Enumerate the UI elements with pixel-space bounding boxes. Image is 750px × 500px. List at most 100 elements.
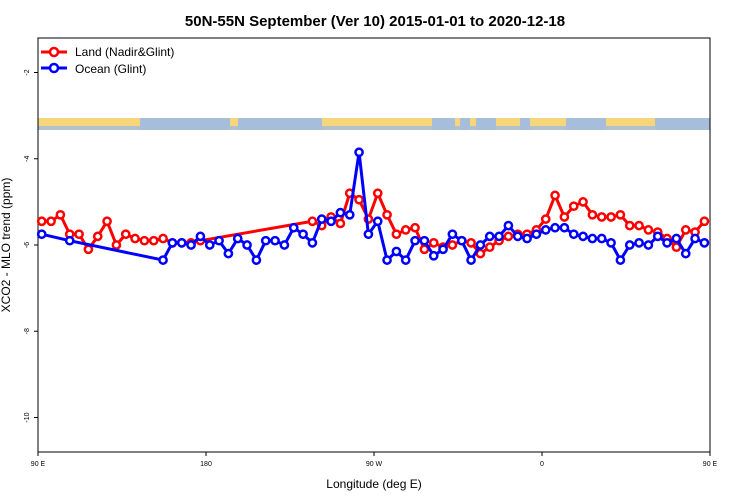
series-land-point bbox=[634, 220, 644, 231]
series-land-point bbox=[139, 235, 150, 246]
series-ocean-point bbox=[531, 229, 542, 240]
map-strip-ocean-5 bbox=[520, 118, 530, 130]
series-ocean-point bbox=[550, 222, 560, 233]
series-ocean-point bbox=[606, 237, 616, 248]
series-land bbox=[36, 188, 710, 259]
series-ocean-point bbox=[316, 214, 327, 224]
series-ocean-point bbox=[587, 233, 598, 244]
series-ocean-point bbox=[438, 244, 448, 255]
series-land-point bbox=[643, 225, 654, 235]
series-land-point bbox=[606, 212, 616, 222]
series-land-point bbox=[158, 233, 168, 244]
series-land-point bbox=[120, 229, 131, 240]
series-land-point bbox=[568, 201, 579, 212]
y-tick-label: -10 bbox=[24, 412, 31, 422]
y-tick-label: -2 bbox=[24, 69, 31, 75]
series-ocean-point bbox=[699, 237, 710, 248]
series-ocean-point bbox=[363, 229, 374, 240]
chart-title: 50N-55N September (Ver 10) 2015-01-01 to… bbox=[185, 13, 565, 30]
series-land-point bbox=[624, 220, 635, 231]
series-land-point bbox=[36, 216, 47, 227]
series-ocean-point bbox=[158, 255, 168, 265]
series-land-point bbox=[559, 212, 570, 222]
y-tick-label: -6 bbox=[24, 242, 31, 248]
series-land-point bbox=[540, 214, 551, 224]
x-tick-label: 180 bbox=[200, 461, 212, 468]
series-ocean-point bbox=[36, 229, 47, 240]
series-ocean-point bbox=[512, 231, 523, 242]
series-land-point bbox=[503, 231, 514, 242]
series-ocean-point bbox=[419, 235, 430, 246]
series-ocean-point bbox=[624, 240, 635, 250]
series-land-point bbox=[699, 216, 710, 227]
series-land-point bbox=[680, 225, 691, 235]
series-ocean-point bbox=[559, 222, 570, 233]
series-ocean-point bbox=[503, 220, 514, 231]
map-strip-ocean-3 bbox=[460, 118, 470, 130]
series-land-point bbox=[111, 240, 122, 250]
series-ocean-point bbox=[596, 233, 607, 244]
series-ocean-point bbox=[568, 229, 579, 240]
series-land-point bbox=[102, 216, 112, 227]
series-ocean-point bbox=[522, 233, 532, 244]
series-ocean-point bbox=[195, 231, 206, 242]
series-ocean-point bbox=[242, 240, 252, 250]
series-ocean-point bbox=[223, 248, 234, 259]
series-land-point bbox=[382, 209, 392, 220]
series-land-point bbox=[148, 235, 159, 246]
series-ocean-point bbox=[251, 255, 262, 265]
y-tick-label: -8 bbox=[24, 328, 31, 334]
series-land-point bbox=[55, 209, 66, 220]
series-ocean-point bbox=[540, 225, 551, 235]
series-ocean-point bbox=[652, 231, 663, 242]
series-land-point bbox=[596, 212, 607, 222]
series-group bbox=[36, 147, 710, 265]
series-land-point bbox=[92, 231, 103, 242]
series-ocean-point bbox=[680, 248, 691, 259]
series-ocean-point bbox=[494, 231, 504, 242]
series-land-point bbox=[447, 240, 458, 250]
series-ocean-point bbox=[456, 235, 467, 246]
series-ocean-point bbox=[391, 246, 402, 257]
series-land-point bbox=[46, 216, 56, 227]
series-land-point bbox=[372, 188, 383, 199]
series-land-point bbox=[391, 229, 402, 240]
series-land-point bbox=[615, 209, 626, 220]
series-ocean-point bbox=[634, 237, 644, 248]
series-land-point bbox=[428, 237, 439, 248]
series-ocean-point bbox=[270, 235, 280, 246]
series-ocean-point bbox=[260, 235, 271, 246]
series-land-line bbox=[41, 191, 706, 256]
x-axis-label: Longitude (deg E) bbox=[326, 477, 421, 491]
series-land-point bbox=[578, 197, 588, 207]
series-ocean-point bbox=[690, 233, 700, 244]
series-land-point bbox=[83, 244, 94, 255]
series-ocean-point bbox=[176, 237, 187, 248]
series-ocean-point bbox=[307, 237, 318, 248]
x-tick-label: 90 E bbox=[703, 461, 718, 468]
series-ocean-point bbox=[382, 255, 392, 265]
series-land-point bbox=[354, 194, 364, 205]
series-ocean-point bbox=[475, 240, 486, 250]
series-ocean bbox=[36, 147, 710, 265]
series-ocean-point bbox=[186, 240, 196, 250]
legend-ocean-marker bbox=[48, 62, 60, 74]
legend-land-marker bbox=[48, 46, 60, 58]
series-ocean-point bbox=[344, 209, 355, 220]
series-land-point bbox=[335, 218, 346, 229]
series-ocean-point bbox=[335, 207, 346, 218]
y-axis: -2 -4 -6 -8 -10 bbox=[24, 69, 38, 423]
series-ocean-point bbox=[167, 237, 178, 248]
series-ocean-point bbox=[643, 240, 654, 250]
x-tick-label: 0 bbox=[540, 461, 544, 468]
series-land-point bbox=[400, 225, 411, 235]
series-ocean-point bbox=[372, 216, 383, 227]
series-ocean-point bbox=[400, 255, 411, 265]
series-ocean-point bbox=[354, 147, 364, 158]
series-ocean-point bbox=[298, 229, 308, 240]
y-tick-label: -4 bbox=[24, 156, 31, 162]
series-ocean-point bbox=[466, 255, 476, 265]
series-ocean-point bbox=[578, 231, 588, 242]
y-axis-label: XCO2 - MLO trend (ppm) bbox=[0, 178, 13, 313]
series-land-point bbox=[307, 216, 318, 227]
